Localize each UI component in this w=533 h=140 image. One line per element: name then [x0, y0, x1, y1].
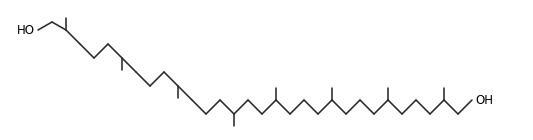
Text: HO: HO — [17, 24, 35, 37]
Text: OH: OH — [475, 94, 493, 107]
